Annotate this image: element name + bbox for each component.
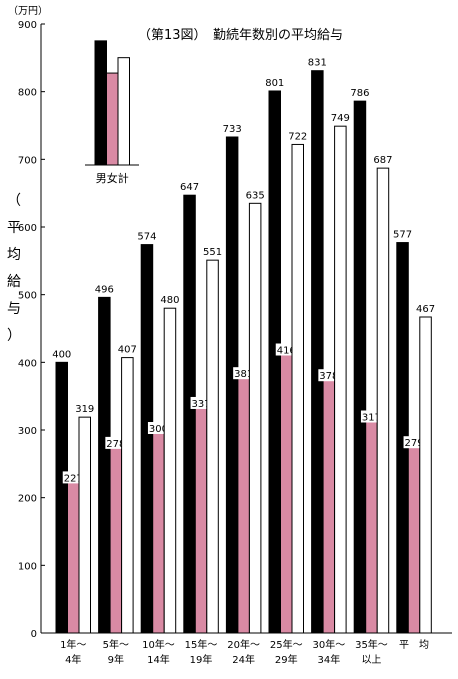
category-label: 24年: [232, 653, 255, 666]
value-label: 227: [64, 473, 83, 484]
category-label: 9年: [108, 653, 124, 666]
y-axis-label-char: 均: [7, 247, 21, 263]
value-label: 300: [149, 424, 168, 435]
value-label: 733: [223, 124, 242, 135]
category-label: 5年～: [103, 638, 129, 651]
value-label: 635: [246, 190, 265, 201]
bar: [365, 417, 378, 634]
value-label: 647: [180, 182, 199, 193]
y-tick-label: 800: [18, 88, 37, 99]
legend-label: 男女計: [96, 171, 129, 185]
value-label: 749: [331, 113, 350, 124]
category-label: 30年～: [312, 638, 345, 651]
value-label: 496: [95, 284, 114, 295]
value-label: 687: [373, 155, 392, 166]
bar: [353, 100, 367, 634]
value-label: 551: [203, 247, 222, 258]
category-label: 20年～: [227, 638, 260, 651]
bar: [248, 202, 262, 634]
bar: [419, 316, 432, 634]
chart-title: （第13図） 勤続年数別の平均給与: [138, 28, 344, 43]
y-tick-label: 100: [18, 561, 37, 572]
value-label: 407: [118, 345, 137, 356]
category-label: 19年: [190, 653, 213, 666]
bar: [78, 416, 91, 634]
legend-swatch: [117, 57, 130, 166]
bar: [152, 429, 165, 634]
category-label: 29年: [275, 653, 298, 666]
bar: [334, 125, 347, 634]
bar: [268, 90, 281, 634]
value-label: 278: [106, 439, 125, 450]
bar: [376, 167, 390, 634]
bar: [163, 307, 177, 634]
value-label: 381: [234, 369, 253, 380]
y-axis-label-char: 平: [7, 220, 21, 236]
bar: [55, 361, 68, 634]
legend-swatch: [94, 40, 107, 166]
y-tick-label: 400: [18, 358, 37, 369]
value-label: 577: [393, 230, 412, 241]
unit-label: （万円）: [8, 6, 48, 17]
category-label: 14年: [147, 653, 170, 666]
y-axis-label-char: 与: [7, 301, 21, 317]
bar: [311, 70, 324, 634]
bar: [206, 259, 219, 634]
bar: [194, 404, 208, 634]
category-label: 15年～: [185, 638, 218, 651]
legend-swatch: [106, 72, 119, 166]
bar: [225, 136, 239, 634]
value-label: 279: [405, 438, 424, 449]
y-tick-label: 500: [18, 291, 37, 302]
y-axis-label-char: ）: [7, 328, 21, 344]
category-label: 1年～: [60, 638, 86, 651]
y-axis-label-char: （: [7, 193, 21, 209]
category-label: 35年～: [355, 638, 388, 651]
y-axis-label: （ 平 均 給 与 ）: [4, 188, 24, 350]
value-label: 831: [308, 58, 327, 69]
y-tick-label: 700: [18, 155, 37, 166]
value-label: 319: [75, 404, 94, 415]
value-label: 574: [137, 232, 156, 243]
bar: [291, 143, 304, 634]
value-label: 480: [160, 295, 179, 306]
y-tick-label: 200: [18, 494, 37, 505]
bar: [109, 444, 123, 634]
value-label: 378: [319, 371, 338, 382]
category-label: 34年: [317, 653, 340, 666]
bar: [237, 374, 250, 634]
bar: [121, 357, 134, 634]
value-label: 467: [416, 304, 435, 315]
category-label: 平 均: [399, 639, 429, 651]
y-tick-label: 600: [18, 223, 37, 234]
value-label: 722: [288, 131, 307, 142]
y-axis-label-char: 給: [7, 274, 21, 290]
bar: [407, 443, 421, 634]
bar: [98, 296, 111, 634]
y-tick-label: 0: [31, 629, 37, 640]
value-label: 337: [192, 399, 211, 410]
category-label: 10年～: [142, 638, 175, 651]
value-label: 400: [52, 349, 71, 360]
y-tick-label: 300: [18, 426, 37, 437]
category-label: 4年: [65, 653, 81, 666]
value-label: 317: [362, 412, 381, 423]
category-label: 以上: [361, 654, 381, 666]
bar: [67, 478, 80, 634]
value-label: 416: [277, 346, 296, 357]
value-label: 786: [350, 88, 369, 99]
bar: [183, 194, 196, 634]
bar: [322, 376, 336, 634]
y-tick-label: 900: [18, 20, 37, 31]
value-label: 801: [265, 78, 284, 89]
bar: [280, 351, 293, 634]
bar: [140, 244, 154, 634]
category-label: 25年～: [270, 638, 303, 651]
